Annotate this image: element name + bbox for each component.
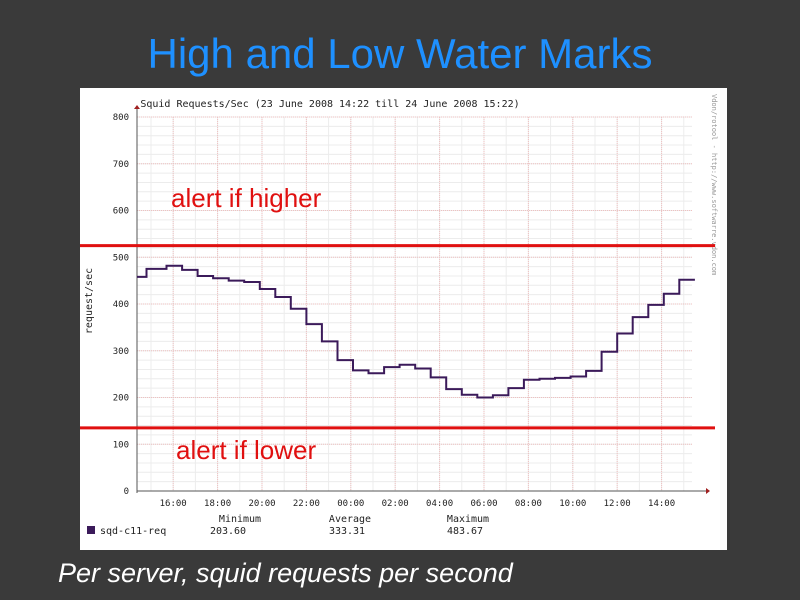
slide-caption: Per server, squid requests per second xyxy=(58,558,513,588)
y-axis-ticks: 0 100 200 300 400 500 600 700 800 xyxy=(113,113,129,497)
high-alert-label: alert if higher xyxy=(171,183,322,213)
x-tick-label: 18:00 xyxy=(204,499,231,509)
y-tick-label: 0 xyxy=(124,487,129,497)
chart-title: Squid Requests/Sec (23 June 2008 14:22 t… xyxy=(140,99,519,110)
x-axis-ticks: 16:00 18:00 20:00 22:00 00:00 02:00 04:00 06:00… xyxy=(160,499,675,509)
y-tick-label: 200 xyxy=(113,394,129,404)
y-tick-label: 700 xyxy=(113,160,129,170)
legend-value-average: 333.31 xyxy=(329,526,365,537)
y-tick-label: 400 xyxy=(113,300,129,310)
x-tick-label: 00:00 xyxy=(337,499,364,509)
legend-value-maximum: 483.67 xyxy=(447,526,483,537)
x-tick-label: 20:00 xyxy=(248,499,275,509)
side-credit-text: Vdon/rotool - http://www.softwarre.vdon.… xyxy=(710,94,718,275)
y-axis-arrow xyxy=(134,105,140,109)
legend-swatch xyxy=(87,526,95,534)
y-axis-label: request/sec xyxy=(84,268,95,334)
y-tick-label: 800 xyxy=(113,113,129,123)
chart-panel: Squid Requests/Sec (23 June 2008 14:22 t… xyxy=(80,88,727,550)
x-tick-label: 06:00 xyxy=(470,499,497,509)
series-layer xyxy=(137,264,695,399)
legend-header-average: Average xyxy=(329,514,371,525)
x-tick-label: 10:00 xyxy=(559,499,586,509)
low-alert-label: alert if lower xyxy=(176,435,316,465)
x-tick-label: 08:00 xyxy=(515,499,542,509)
x-tick-label: 12:00 xyxy=(604,499,631,509)
legend-value-minimum: 203.60 xyxy=(210,526,246,537)
slide-title: High and Low Water Marks xyxy=(147,30,653,77)
legend: sqd-c11-req Minimum Average Maximum 203.… xyxy=(87,514,489,537)
legend-header-maximum: Maximum xyxy=(447,514,489,525)
x-tick-label: 04:00 xyxy=(426,499,453,509)
y-tick-label: 600 xyxy=(113,207,129,217)
y-tick-label: 300 xyxy=(113,347,129,357)
legend-series-name: sqd-c11-req xyxy=(100,526,166,537)
chart-svg: Squid Requests/Sec (23 June 2008 14:22 t… xyxy=(80,88,727,550)
legend-header-minimum: Minimum xyxy=(219,514,261,525)
series-line-sqd-c11-req xyxy=(137,264,695,399)
x-tick-label: 02:00 xyxy=(382,499,409,509)
x-tick-label: 14:00 xyxy=(648,499,675,509)
x-tick-label: 16:00 xyxy=(160,499,187,509)
y-tick-label: 100 xyxy=(113,440,129,450)
x-axis-arrow xyxy=(706,488,710,494)
grid-lines xyxy=(137,116,692,492)
chart-background xyxy=(80,88,727,550)
y-tick-label: 500 xyxy=(113,253,129,263)
x-tick-label: 22:00 xyxy=(293,499,320,509)
